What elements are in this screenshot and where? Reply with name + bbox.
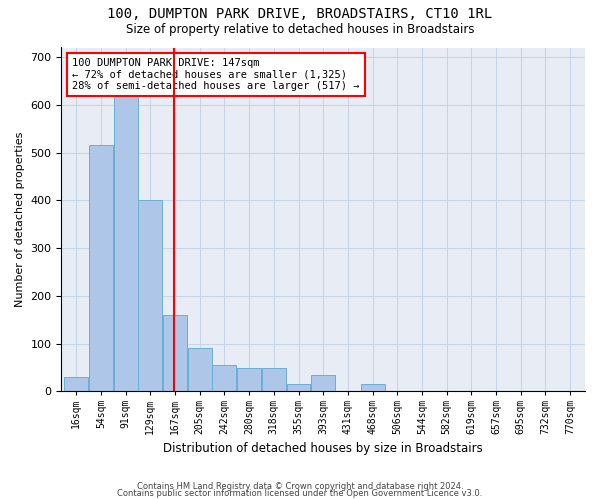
Text: Contains HM Land Registry data © Crown copyright and database right 2024.: Contains HM Land Registry data © Crown c… xyxy=(137,482,463,491)
Bar xyxy=(64,377,88,392)
Bar xyxy=(262,368,286,392)
Text: 100, DUMPTON PARK DRIVE, BROADSTAIRS, CT10 1RL: 100, DUMPTON PARK DRIVE, BROADSTAIRS, CT… xyxy=(107,8,493,22)
Y-axis label: Number of detached properties: Number of detached properties xyxy=(15,132,25,307)
Bar xyxy=(212,365,236,392)
Bar xyxy=(89,146,113,392)
Bar xyxy=(361,384,385,392)
Bar xyxy=(139,200,162,392)
Text: Size of property relative to detached houses in Broadstairs: Size of property relative to detached ho… xyxy=(126,22,474,36)
Text: 100 DUMPTON PARK DRIVE: 147sqm
← 72% of detached houses are smaller (1,325)
28% : 100 DUMPTON PARK DRIVE: 147sqm ← 72% of … xyxy=(72,58,359,91)
Bar xyxy=(113,86,137,392)
Bar xyxy=(311,375,335,392)
Bar xyxy=(237,368,261,392)
Bar xyxy=(287,384,310,392)
Bar xyxy=(188,348,212,392)
Text: Contains public sector information licensed under the Open Government Licence v3: Contains public sector information licen… xyxy=(118,490,482,498)
X-axis label: Distribution of detached houses by size in Broadstairs: Distribution of detached houses by size … xyxy=(163,442,483,455)
Bar xyxy=(163,315,187,392)
